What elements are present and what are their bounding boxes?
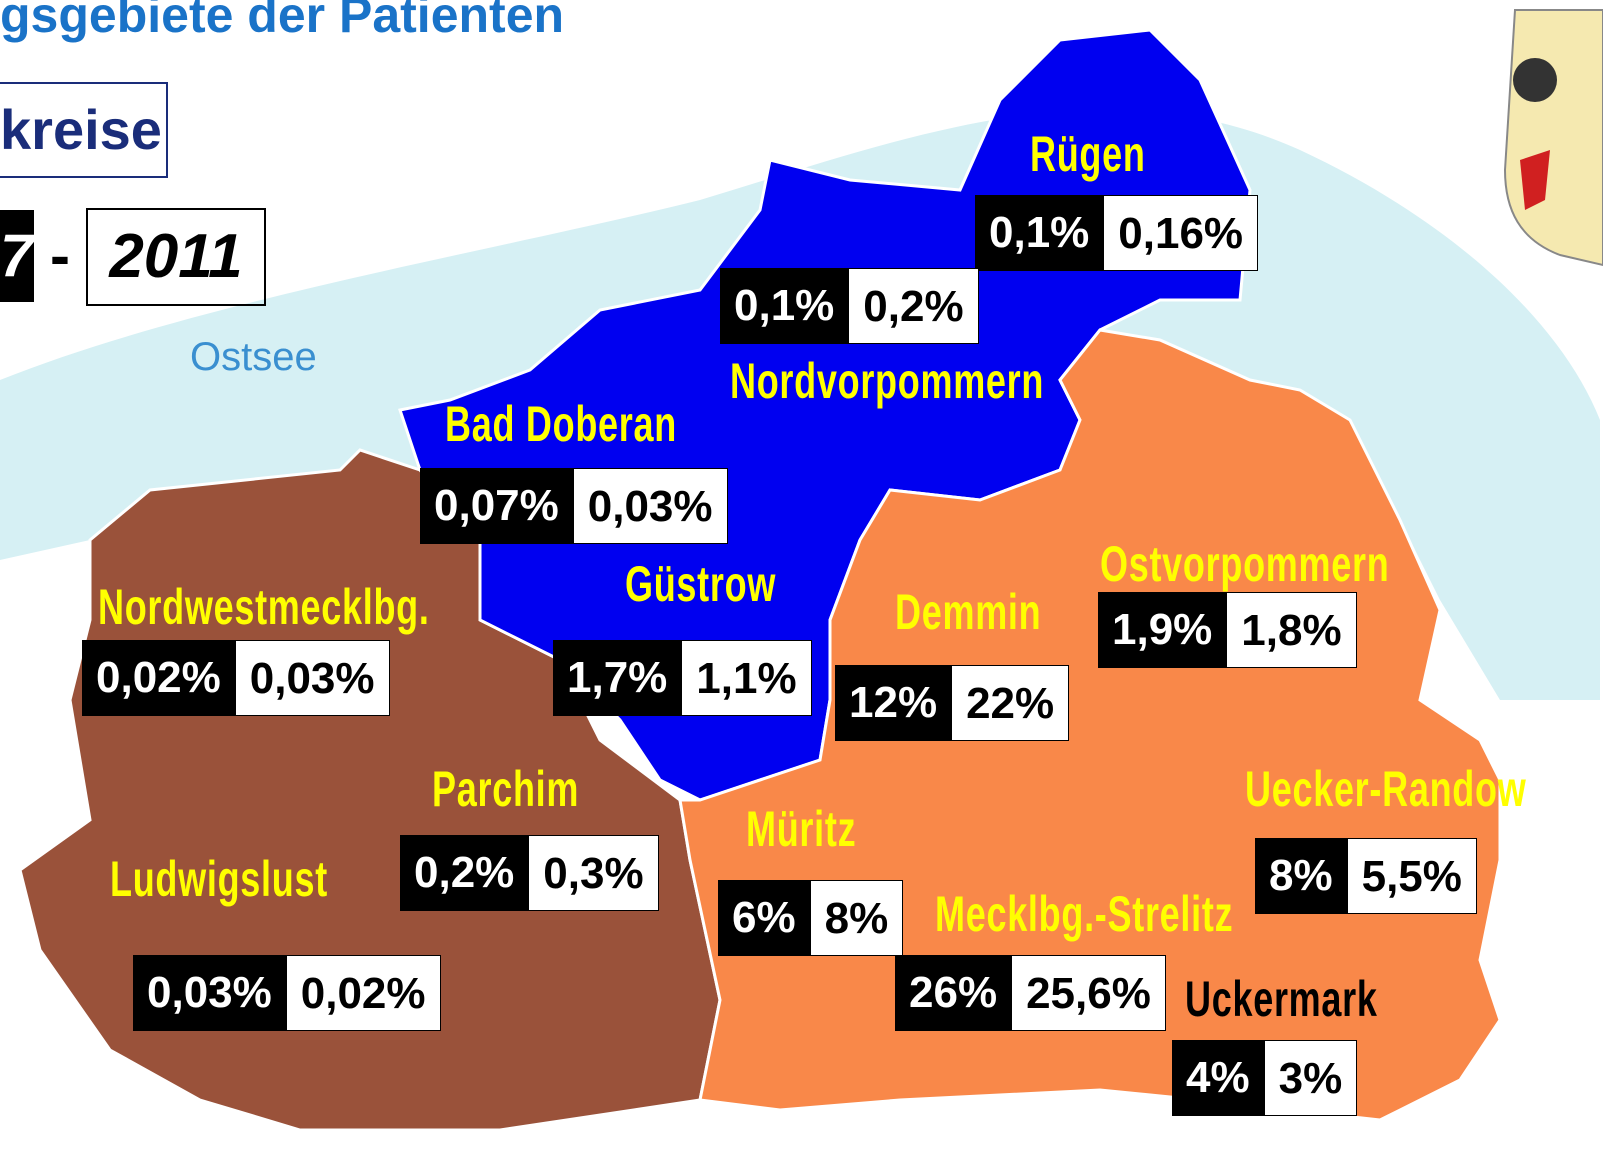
value-left: 0,02%	[82, 640, 235, 716]
value-left: 8%	[1255, 838, 1347, 914]
value-left: 1,9%	[1098, 592, 1227, 668]
value-left: 6%	[718, 880, 810, 956]
value-left: 0,2%	[400, 835, 529, 911]
value-right: 0,3%	[528, 835, 659, 911]
value-pair: 0,2% 0,3%	[400, 835, 659, 911]
value-pair: 0,03% 0,02%	[133, 955, 441, 1031]
value-right: 0,03%	[234, 640, 390, 716]
value-pair: 6% 8%	[718, 880, 904, 956]
value-left: 0,1%	[975, 195, 1104, 271]
value-right: 22%	[951, 665, 1070, 741]
value-pair: 0,1% 0,2%	[720, 268, 979, 344]
value-left: 0,07%	[420, 468, 573, 544]
value-left: 26%	[895, 955, 1012, 1031]
region-name: Uecker-Randow	[1245, 761, 1527, 817]
value-left: 0,03%	[133, 955, 286, 1031]
value-right: 0,16%	[1103, 195, 1259, 271]
value-pair: 12% 22%	[835, 665, 1070, 741]
value-right: 8%	[809, 880, 904, 956]
value-left: 12%	[835, 665, 952, 741]
value-left: 4%	[1172, 1040, 1264, 1116]
value-pair: 0,02% 0,03%	[82, 640, 390, 716]
value-pair: 1,7% 1,1%	[553, 640, 812, 716]
value-right: 0,2%	[848, 268, 979, 344]
subtitle: kreise	[0, 82, 168, 178]
region-name: Nordwestmecklbg.	[98, 579, 430, 635]
year-to: 2011	[86, 208, 266, 306]
value-right: 5,5%	[1346, 838, 1477, 914]
region-name: Bad Doberan	[445, 396, 677, 452]
value-left: 0,1%	[720, 268, 849, 344]
region-name: Ludwigslust	[110, 851, 328, 907]
value-right: 1,8%	[1226, 592, 1357, 668]
region-name: Uckermark	[1185, 971, 1378, 1027]
region-name: Demmin	[895, 584, 1042, 640]
sea-label: Ostsee	[190, 335, 317, 379]
value-right: 1,1%	[681, 640, 812, 716]
year-from: 7	[0, 210, 34, 302]
value-left: 1,7%	[553, 640, 682, 716]
value-pair: 0,1% 0,16%	[975, 195, 1259, 271]
region-name: Güstrow	[625, 556, 777, 612]
value-right: 3%	[1263, 1040, 1358, 1116]
value-right: 25,6%	[1011, 955, 1166, 1031]
value-pair: 26% 25,6%	[895, 955, 1166, 1031]
region-name: Mecklbg.-Strelitz	[935, 886, 1234, 942]
region-name: Ostvorpommern	[1100, 536, 1390, 592]
value-right: 0,02%	[285, 955, 441, 1031]
value-pair: 1,9% 1,8%	[1098, 592, 1357, 668]
value-pair: 8% 5,5%	[1255, 838, 1477, 914]
value-right: 0,03%	[572, 468, 728, 544]
value-pair: 0,07% 0,03%	[420, 468, 728, 544]
coat-of-arms	[1503, 9, 1603, 267]
separator: -	[50, 222, 70, 289]
region-name: Parchim	[432, 761, 580, 817]
region-name: Rügen	[1030, 126, 1146, 182]
title: gsgebiete der Patienten	[0, 0, 565, 43]
region-name: Müritz	[746, 801, 857, 857]
value-pair: 4% 3%	[1172, 1040, 1358, 1116]
region-name: Nordvorpommern	[730, 353, 1045, 409]
